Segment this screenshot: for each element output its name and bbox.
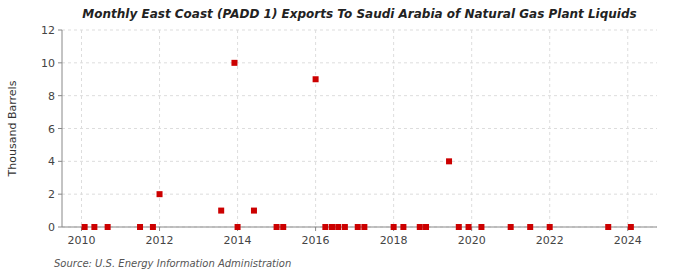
point <box>342 224 348 230</box>
y-tick <box>58 62 62 63</box>
point <box>361 224 367 230</box>
x-tick-label: 2010 <box>68 234 96 247</box>
x-tick-label: 2014 <box>224 234 252 247</box>
point <box>150 224 156 230</box>
x-tick-label: 2020 <box>458 234 486 247</box>
point <box>274 224 280 230</box>
x-grid-line <box>471 30 472 227</box>
source-annotation: Source: U.S. Energy Information Administ… <box>54 258 291 269</box>
y-tick <box>58 30 62 31</box>
point <box>417 224 423 230</box>
point <box>628 224 634 230</box>
x-grid-line <box>549 30 550 227</box>
chart: 0 2 4 6 8 10 12 2010 2012 2014 2016 2018 2020 2022 202… <box>0 0 675 275</box>
x-tick-label: 2018 <box>380 234 408 247</box>
point <box>105 224 111 230</box>
y-tick <box>58 194 62 195</box>
point <box>235 224 241 230</box>
x-tick-label: 2022 <box>536 234 564 247</box>
y-tick <box>58 227 62 228</box>
background <box>0 0 675 275</box>
x-tick-label: 2016 <box>302 234 330 247</box>
point <box>335 224 341 230</box>
point <box>231 60 237 66</box>
y-grid-line <box>62 194 657 195</box>
y-tick-label: 4 <box>48 155 55 168</box>
point <box>91 224 97 230</box>
point <box>605 224 611 230</box>
x-grid-line <box>81 30 82 227</box>
point <box>478 224 484 230</box>
y-tick <box>58 128 62 129</box>
point <box>466 224 472 230</box>
x-tick-label: 2024 <box>614 234 642 247</box>
grid <box>62 30 657 227</box>
y-grid-line <box>62 128 657 129</box>
point <box>446 158 452 164</box>
x-tick-label: 2012 <box>146 234 174 247</box>
point <box>547 224 553 230</box>
point <box>329 224 335 230</box>
y-tick-label: 8 <box>48 90 55 103</box>
point <box>137 224 143 230</box>
y-tick-label: 0 <box>48 221 55 234</box>
x-grid-line <box>627 30 628 227</box>
x-tick <box>315 227 316 231</box>
y-grid-line <box>62 62 657 63</box>
point <box>280 224 286 230</box>
x-grid-line <box>237 30 238 227</box>
y-tick <box>58 95 62 96</box>
y-grid-line <box>62 95 657 96</box>
y-tick-label: 10 <box>41 57 55 70</box>
point <box>423 224 429 230</box>
y-axis-label: Thousand Barrels <box>6 80 19 177</box>
x-grid-line <box>315 30 316 227</box>
point <box>313 76 319 82</box>
point <box>391 224 397 230</box>
x-grid-line <box>393 30 394 227</box>
y-grid-line <box>62 30 657 31</box>
x-grid-line <box>159 30 160 227</box>
y-tick-label: 2 <box>48 188 55 201</box>
point <box>527 224 533 230</box>
point <box>82 224 88 230</box>
points <box>82 60 634 230</box>
y-grid-line <box>62 161 657 162</box>
point <box>400 224 406 230</box>
y-axis-line <box>62 30 63 227</box>
point <box>218 208 224 214</box>
y-tick <box>58 161 62 162</box>
point <box>456 224 462 230</box>
point <box>508 224 514 230</box>
point <box>157 191 163 197</box>
y-tick-label: 6 <box>48 123 55 136</box>
title: Monthly East Coast (PADD 1) Exports To S… <box>82 7 636 21</box>
point <box>355 224 361 230</box>
point <box>322 224 328 230</box>
point <box>251 208 257 214</box>
x-tick <box>159 227 160 231</box>
y-tick-label: 12 <box>41 24 55 37</box>
